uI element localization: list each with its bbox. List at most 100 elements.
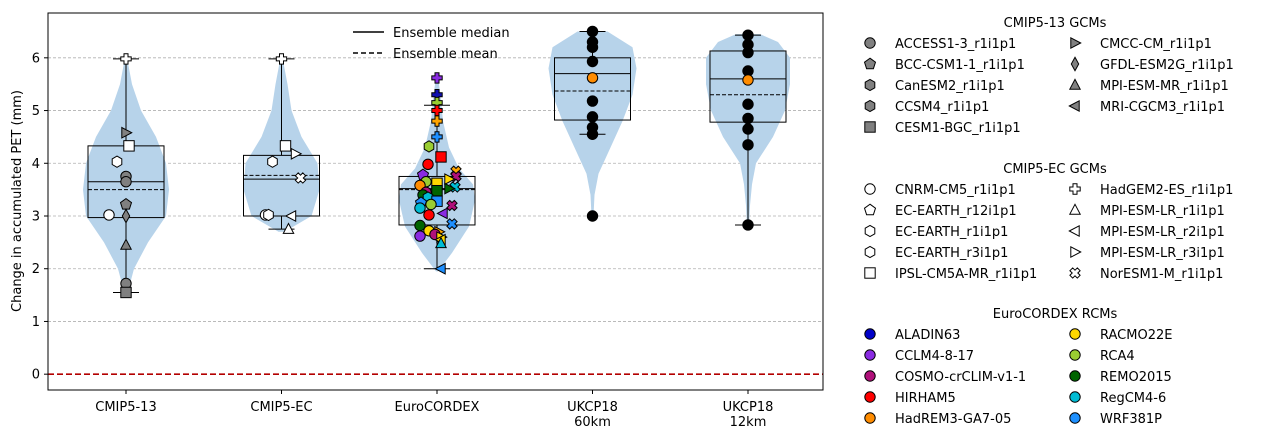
x-tick-label-4: 12km — [730, 415, 767, 430]
data-point — [123, 140, 135, 152]
legend-label: EC-EARTH_r3i1p1 — [895, 246, 1008, 261]
data-point — [284, 209, 297, 223]
legend-marker — [864, 99, 876, 113]
legend-marker — [864, 267, 876, 279]
legend-label: REMO2015 — [1100, 370, 1172, 385]
data-point — [414, 230, 426, 242]
legend-marker — [1069, 183, 1081, 195]
legend-label: HadGEM2-ES_r1i1p1 — [1100, 183, 1233, 198]
data-point — [436, 207, 448, 220]
data-point — [120, 53, 132, 65]
data-point — [422, 158, 434, 171]
data-point — [444, 173, 456, 186]
legend-marker — [864, 224, 876, 238]
legend-label: MPI-ESM-LR_r1i1p1 — [1100, 204, 1225, 219]
line-legend-label-1: Ensemble mean — [393, 47, 498, 62]
data-point — [423, 209, 435, 221]
legend-title: CMIP5-EC GCMs — [1003, 162, 1107, 177]
legend-marker — [864, 349, 876, 361]
data-point — [586, 41, 599, 53]
legend-group-2: EuroCORDEX RCMs ALADIN63 CCLM4-8-17 COSMO-c… — [864, 307, 1172, 427]
box-1 — [243, 58, 320, 230]
data-point — [103, 209, 115, 221]
y-tick-label-2: 2 — [32, 262, 40, 277]
legend-label: CanESM2_r1i1p1 — [895, 79, 1005, 94]
legend-label: NorESM1-M_r1i1p1 — [1100, 267, 1223, 282]
data-point — [742, 123, 754, 135]
x-tick-label-2: EuroCORDEX — [395, 400, 480, 415]
legend-label: CMCC-CM_r1i1p1 — [1100, 37, 1212, 52]
legend-marker — [1069, 412, 1081, 424]
legend-marker — [1069, 370, 1081, 382]
data-point — [586, 72, 599, 84]
legend-marker — [1069, 267, 1081, 279]
legend-marker — [1070, 56, 1080, 72]
legend-marker — [864, 245, 876, 259]
legend-label: MRI-CGCM3_r1i1p1 — [1100, 100, 1225, 115]
data-point — [446, 199, 458, 212]
legend-marker — [864, 370, 876, 382]
legend-label: RACMO22E — [1100, 328, 1172, 343]
data-point — [434, 236, 448, 249]
data-point — [435, 151, 447, 163]
legend-marker — [864, 183, 876, 195]
legend-label: HIRHAM5 — [895, 391, 956, 406]
legend-marker — [864, 412, 876, 424]
legend-label: CCSM4_r1i1p1 — [895, 100, 989, 115]
x-tick-label-3: UKCP18 — [567, 400, 618, 415]
legend-group-0: CMIP5-13 GCMs ACCESS1-3_r1i1p1 BCC-CSM1-1_… — [863, 16, 1234, 136]
data-point — [742, 219, 754, 231]
data-point — [431, 131, 443, 143]
box-rect — [243, 154, 320, 217]
data-point — [586, 25, 599, 38]
data-point — [120, 286, 132, 299]
legend-marker — [1069, 328, 1081, 340]
data-point — [431, 115, 443, 127]
legend-label: WRF381P — [1100, 412, 1162, 427]
legend: CMIP5-13 GCMs ACCESS1-3_r1i1p1 BCC-CSM1-1_… — [863, 16, 1234, 427]
data-point — [279, 140, 292, 152]
data-point — [742, 29, 754, 41]
legend-marker — [864, 121, 876, 133]
legend-marker — [1068, 224, 1080, 238]
legend-label: MPI-ESM-MR_r1i1p1 — [1100, 79, 1229, 94]
data-point — [275, 53, 288, 65]
data-point — [742, 74, 754, 86]
y-tick-label-4: 4 — [32, 157, 40, 172]
data-point — [742, 139, 754, 151]
legend-label: MPI-ESM-LR_r2i1p1 — [1100, 225, 1225, 240]
legend-label: COSMO-crCLIM-v1-1 — [895, 370, 1026, 385]
legend-marker — [864, 391, 876, 403]
x-tick-label-1: CMIP5-EC — [250, 400, 312, 415]
data-point — [586, 128, 599, 140]
data-point — [431, 184, 443, 197]
y-tick-label-6: 6 — [32, 51, 40, 66]
legend-marker — [864, 37, 876, 49]
legend-label: BCC-CSM1-1_r1i1p1 — [895, 58, 1025, 73]
data-point — [586, 95, 599, 107]
data-point — [431, 72, 443, 84]
x-tick-label-3: 60km — [574, 415, 611, 430]
legend-marker — [863, 203, 877, 216]
legend-label: EC-EARTH_r1i1p1 — [895, 225, 1008, 240]
data-point — [423, 140, 435, 153]
box-rect — [398, 175, 476, 226]
data-point — [742, 46, 754, 59]
data-point — [742, 98, 754, 110]
data-point — [282, 222, 295, 234]
data-point — [290, 147, 303, 160]
y-axis-label: Change in accumulated PET (mm) — [10, 90, 25, 312]
legend-marker — [864, 328, 876, 340]
line-legend-label-0: Ensemble median — [393, 26, 510, 41]
y-tick-label-0: 0 — [32, 368, 40, 383]
legend-label: CCLM4-8-17 — [895, 349, 974, 364]
data-point — [120, 176, 132, 188]
data-point — [121, 126, 133, 139]
data-point — [742, 112, 754, 125]
data-point — [434, 262, 446, 275]
y-tick-label-5: 5 — [32, 104, 40, 119]
data-point — [414, 202, 426, 214]
legend-label: CESM1-BGC_r1i1p1 — [895, 121, 1021, 136]
legend-title: CMIP5-13 GCMs — [1004, 16, 1107, 31]
